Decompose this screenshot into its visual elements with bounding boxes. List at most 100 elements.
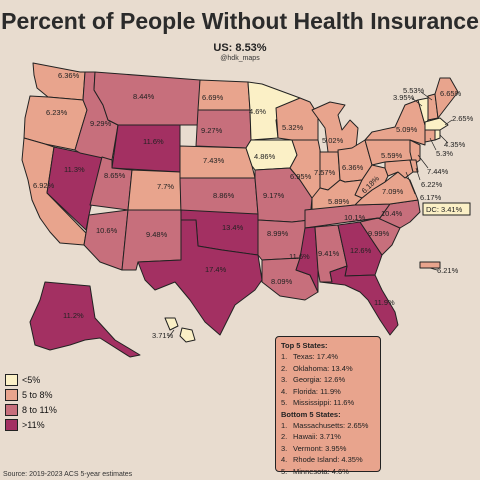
label-in: 7.57%	[314, 168, 336, 177]
label-nv: 11.3%	[64, 165, 85, 174]
label-md: 6.17%	[420, 193, 442, 202]
rank-number: 3.	[281, 443, 288, 453]
dc-callout-box	[422, 202, 471, 216]
label-nj: 7.44%	[427, 167, 449, 176]
label-mi: 5.02%	[322, 136, 344, 145]
callout-line-ri	[439, 134, 449, 144]
callout-line-ma	[444, 119, 453, 126]
label-id: 9.29%	[90, 119, 112, 128]
legend-label: <5%	[22, 374, 41, 385]
rank-number: 2.	[281, 363, 288, 373]
label-de: 6.22%	[421, 180, 443, 189]
state-tx	[137, 219, 263, 336]
rank-number: 1.	[281, 420, 288, 430]
callout-line-pr	[429, 267, 438, 271]
list-item: 3. Georgia: 12.6%	[281, 375, 375, 384]
label-vt: 3.95%	[393, 93, 415, 102]
legend-swatch	[5, 373, 18, 386]
rankings-box: Top 5 States: 1. Texas: 17.4% 2. Oklahoma:…	[275, 336, 381, 476]
legend-item-5to8: 5 to 8%	[5, 388, 57, 401]
list-item: 3. Vermont: 3.95%	[281, 444, 375, 453]
state-mi	[311, 101, 359, 153]
state-ri	[434, 129, 441, 141]
label-mt: 8.44%	[133, 92, 155, 101]
state-wa	[32, 62, 86, 101]
state-wy	[111, 124, 181, 173]
label-nm: 9.48%	[146, 230, 168, 239]
label-ne: 7.43%	[203, 156, 225, 165]
label-ar: 8.99%	[267, 229, 289, 238]
label-ct: 5.3%	[436, 149, 453, 158]
label-al: 9.41%	[318, 249, 340, 258]
state-ny	[364, 99, 426, 146]
label-co: 7.7%	[157, 182, 174, 191]
callout-line-md	[405, 171, 416, 195]
label-il: 6.95%	[290, 172, 312, 181]
label-tx: 17.4%	[205, 265, 227, 274]
label-ky: 5.89%	[328, 197, 350, 206]
label-pa: 5.59%	[381, 151, 403, 160]
label-wa: 6.36%	[58, 71, 80, 80]
list-item: 1. Massachusetts: 2.65%	[281, 421, 375, 430]
legend-label: >11%	[22, 419, 45, 430]
rank-number: 3.	[281, 375, 288, 384]
list-item: 2. Hawaii: 3.71%	[281, 432, 375, 441]
rank-text: Vermont: 3.95%	[293, 443, 347, 453]
callout-line-ct	[429, 137, 437, 151]
label-az: 10.6%	[96, 226, 118, 235]
legend-item-gt11: >11%	[5, 418, 57, 431]
state-fl	[319, 265, 399, 336]
legend-item-lt5: <5%	[5, 373, 57, 386]
list-item: 4. Florida: 11.9%	[281, 387, 375, 396]
callout-line-de	[415, 167, 421, 181]
legend: <5% 5 to 8% 8 to 11% >11%	[5, 373, 57, 433]
state-ak	[29, 281, 141, 358]
callout-line-nj	[417, 154, 429, 169]
label-mo: 9.17%	[263, 191, 285, 200]
rank-text: Texas: 17.4%	[293, 352, 339, 361]
label-ut: 8.65%	[104, 171, 126, 180]
label-va: 7.09%	[382, 187, 404, 196]
list-item: 1. Texas: 17.4%	[281, 352, 375, 361]
state-wv	[354, 164, 389, 199]
label-nc: 10.4%	[381, 209, 403, 218]
label-or: 6.23%	[46, 108, 68, 117]
label-fl: 11.9%	[374, 298, 395, 307]
callout-line-hi	[167, 329, 175, 339]
rank-text: Hawaii: 3.71%	[293, 432, 341, 441]
rank-text: Massachusetts: 2.65%	[293, 420, 369, 430]
label-pr: 6.21%	[437, 266, 459, 275]
rank-text: Florida: 11.9%	[293, 386, 341, 396]
rank-text: Georgia: 12.6%	[293, 375, 346, 384]
label-mn: 4.6%	[249, 107, 266, 116]
label-la: 8.09%	[271, 277, 293, 286]
list-item: 2. Oklahoma: 13.4%	[281, 364, 375, 373]
label-ga: 12.6%	[350, 246, 372, 255]
label-ny: 5.09%	[396, 125, 418, 134]
bottom5-list: 1. Massachusetts: 2.65% 2. Hawaii: 3.71% 3…	[281, 421, 375, 476]
callout-line-nh	[420, 91, 433, 101]
legend-swatch	[5, 418, 18, 431]
callout-line-vt	[411, 97, 423, 107]
rank-text: Mississippi: 11.6%	[293, 398, 355, 407]
rank-number: 2.	[281, 432, 288, 441]
top5-list: 1. Texas: 17.4% 2. Oklahoma: 13.4% 3. Georg…	[281, 352, 375, 407]
state-hi	[164, 317, 179, 331]
state-az	[83, 209, 129, 271]
bottom5-heading: Bottom 5 States:	[281, 409, 341, 419]
legend-label: 5 to 8%	[22, 389, 53, 400]
rank-number: 4.	[281, 455, 288, 464]
legend-label: 8 to 11%	[22, 404, 57, 415]
label-me: 6.65%	[440, 89, 462, 98]
rank-number: 1.	[281, 352, 288, 361]
label-ia: 4.86%	[254, 152, 276, 161]
label-sc: 9.99%	[368, 229, 390, 238]
rank-number: 4.	[281, 386, 288, 396]
label-dc: DC: 3.41%	[426, 205, 463, 214]
state-me	[434, 77, 459, 119]
state-hi-2	[179, 327, 196, 343]
rank-text: Oklahoma: 13.4%	[293, 363, 353, 373]
state-ct	[424, 129, 436, 143]
map-title: Percent of People Without Health Insuran…	[1, 8, 479, 34]
label-ks: 8.86%	[213, 191, 235, 200]
